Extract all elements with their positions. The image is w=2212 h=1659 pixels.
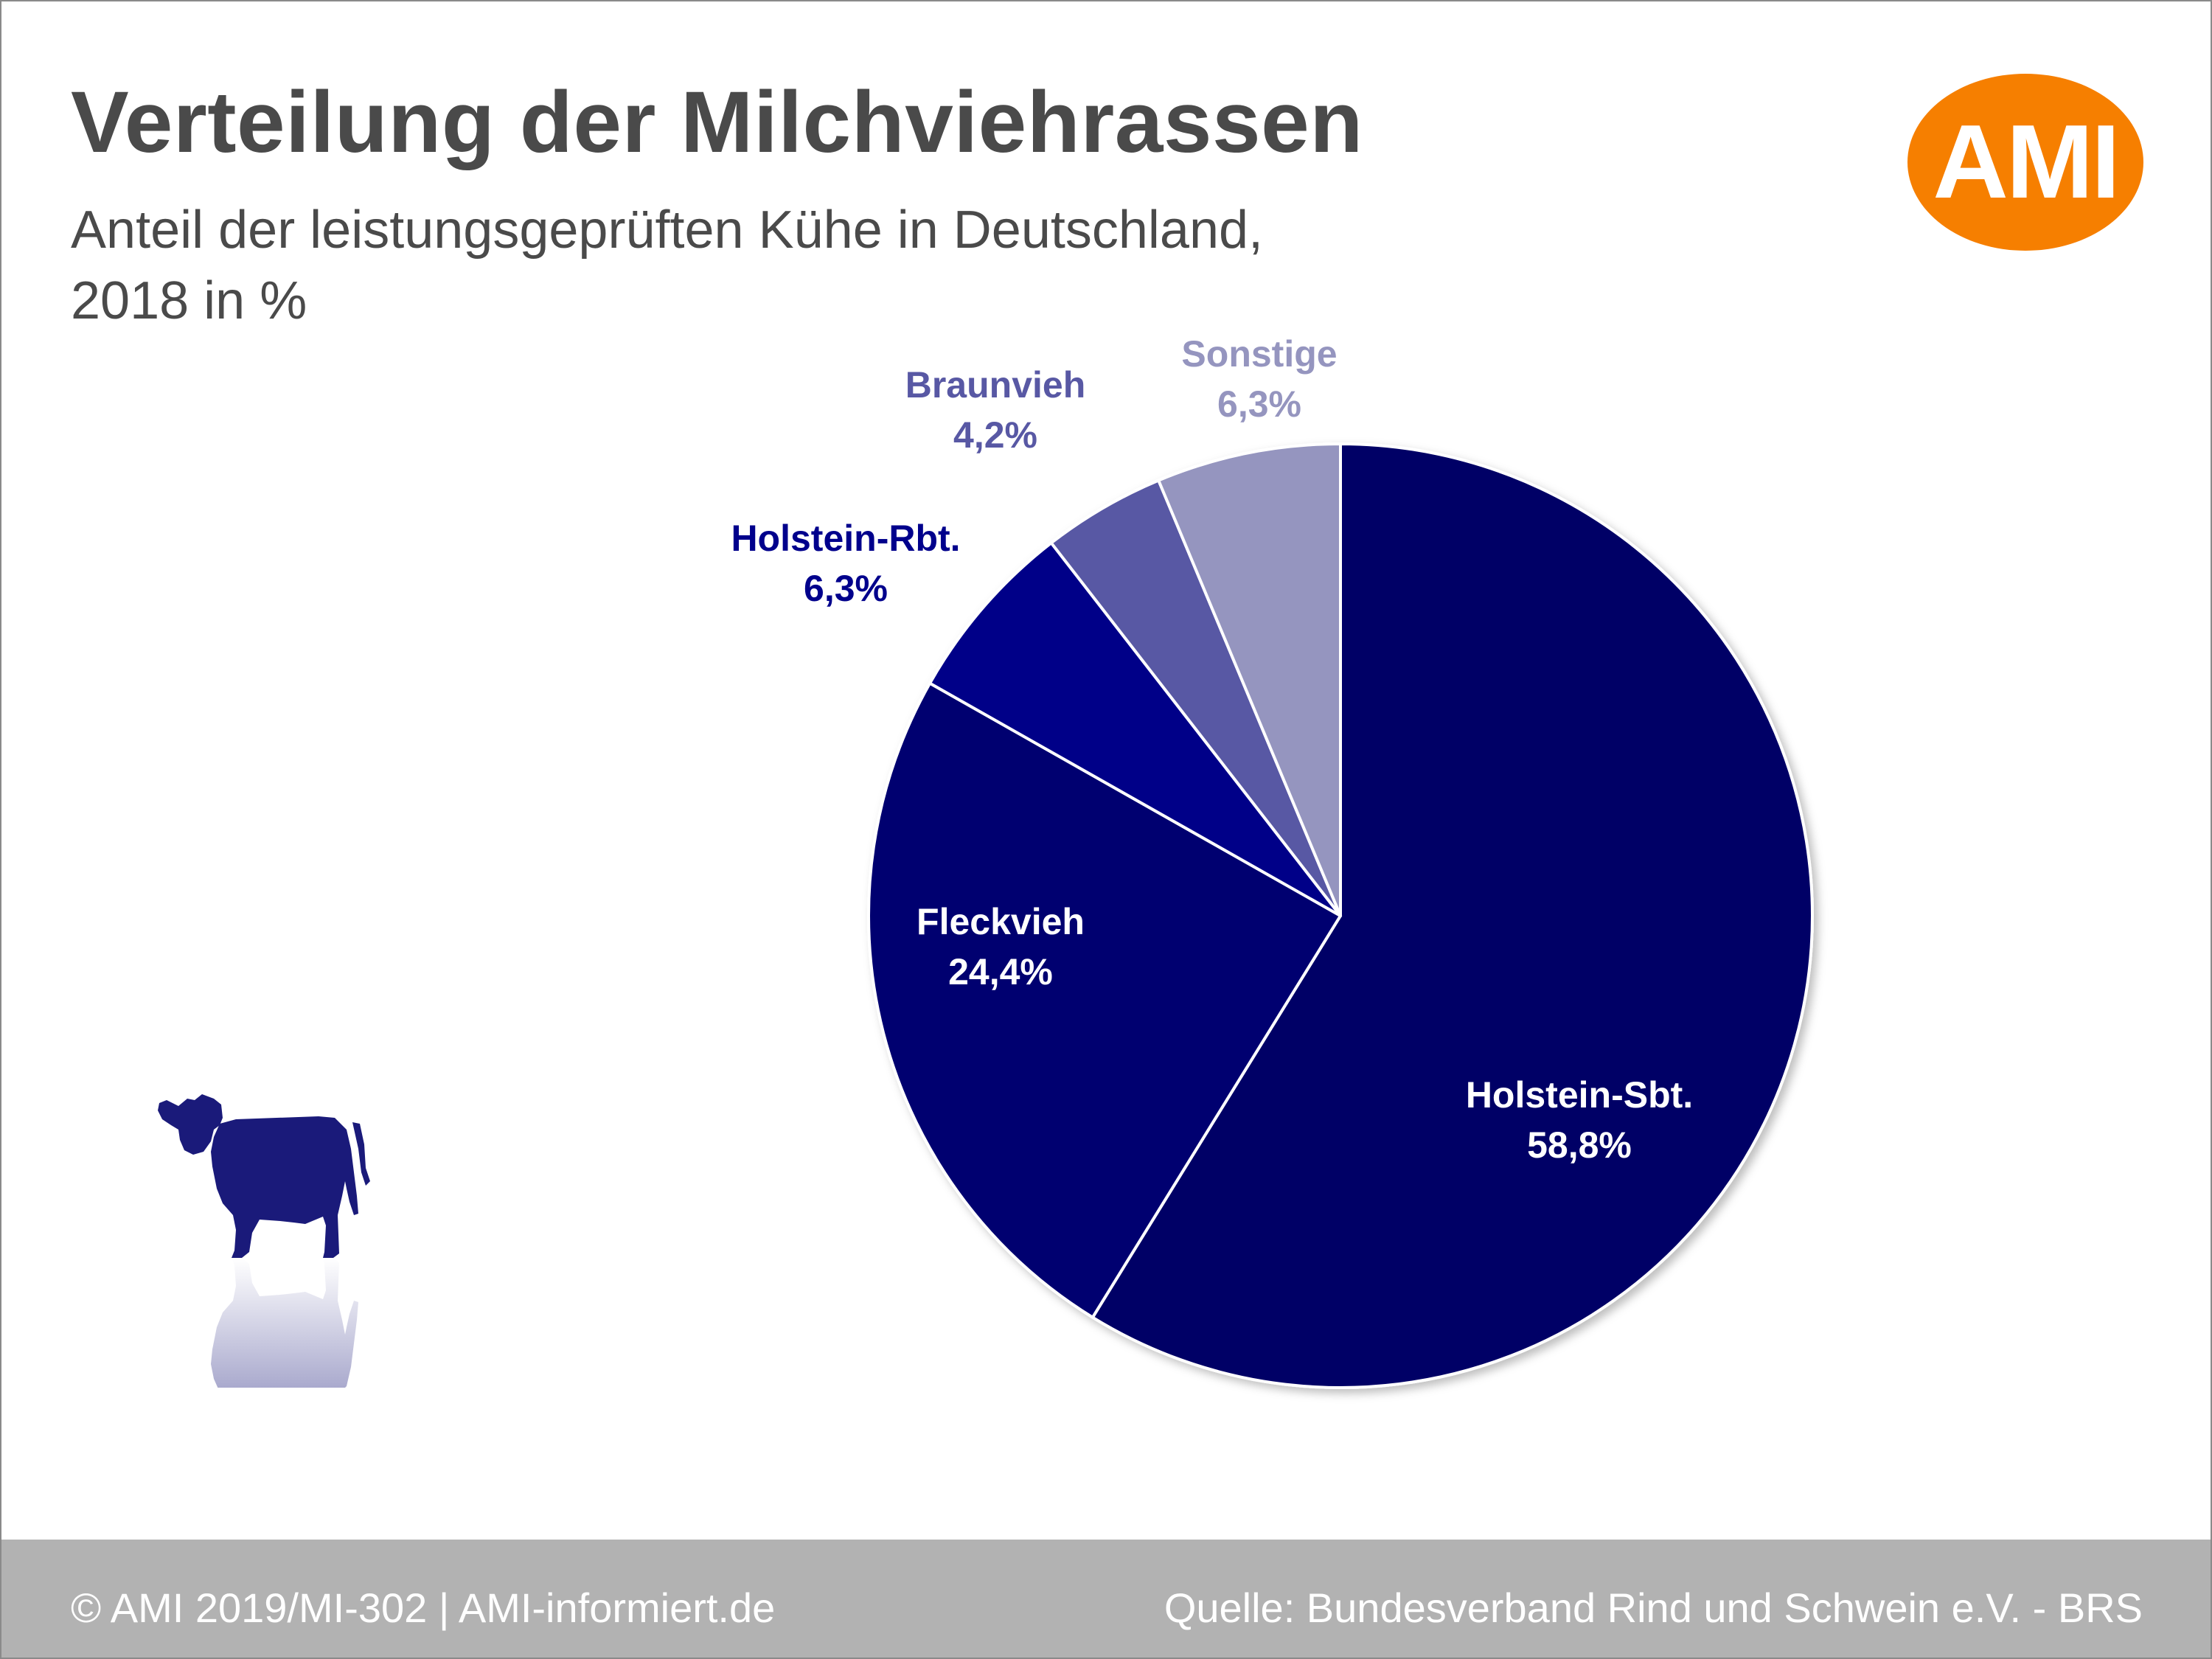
pie-slice-braunvieh (1049, 479, 1342, 917)
pie-slice-sonstige (1157, 442, 1342, 917)
subtitle-line-2: 2018 in % (71, 271, 307, 330)
pie-slice-holstein-sbt (1091, 442, 1814, 1389)
logo-text: AMI (1933, 103, 2120, 220)
slice-label-fleckvieh: Fleckvieh 24,4% (917, 901, 1085, 992)
footer: © AMI 2019/MI-302 | AMI-informiert.de Qu… (1, 1540, 2211, 1658)
pie-chart: Holstein-Sbt. 58,8% Fleckvieh 24,4% Holstein… (731, 333, 1814, 1389)
pie-slice-fleckvieh (867, 681, 1342, 1319)
source-text: Quelle: Bundesverband Rind und Schwein e… (1164, 1585, 2143, 1631)
cow-icon (158, 1094, 370, 1388)
ami-logo: AMI (1907, 74, 2143, 251)
slice-label-holstein-sbt: Holstein-Sbt. 58,8% (1466, 1074, 1693, 1166)
subtitle-line-1: Anteil der leistungsgeprüften Kühe in De… (71, 201, 1264, 260)
copyright-text: © AMI 2019/MI-302 | AMI-informiert.de (71, 1585, 776, 1631)
page-title: Verteilung der Milchviehrassen (71, 74, 1363, 171)
slice-label-braunvieh: Braunvieh 4,2% (905, 364, 1086, 456)
pie-slice-holstein-rbt (928, 541, 1342, 917)
slice-label-holstein-rbt: Holstein-Rbt. 6,3% (731, 518, 960, 609)
subtitle: Anteil der leistungsgeprüften Kühe in De… (71, 195, 1263, 336)
slice-label-sonstige: Sonstige 6,3% (1181, 333, 1337, 425)
